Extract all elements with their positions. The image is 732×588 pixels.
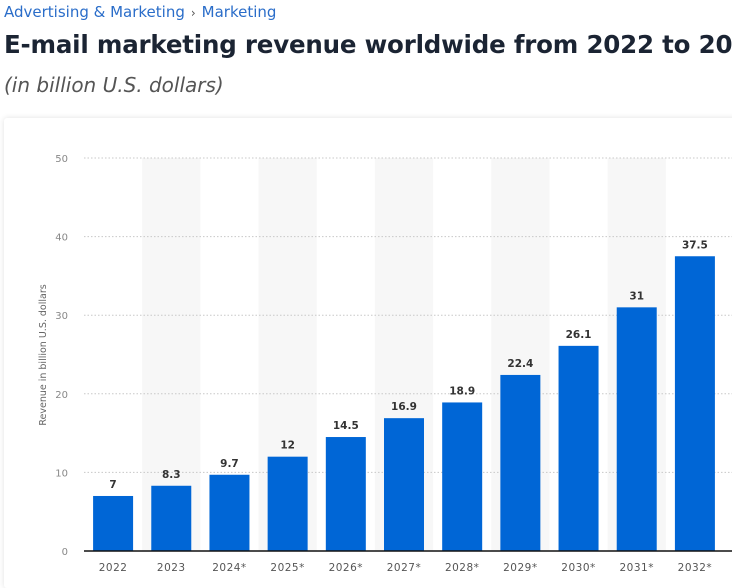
bar	[267, 456, 308, 551]
data-label: 14.5	[333, 420, 359, 432]
x-tick-label: 2022	[99, 562, 128, 574]
data-label: 26.1	[566, 329, 592, 341]
data-label: 7	[109, 479, 116, 491]
x-tick-label: 2023	[157, 562, 186, 574]
bar	[500, 374, 541, 551]
y-tick-label: 30	[55, 311, 68, 322]
category-band	[142, 158, 201, 551]
bar	[384, 418, 424, 551]
bar	[616, 307, 657, 551]
breadcrumb-separator: ›	[190, 6, 196, 20]
y-tick-label: 10	[55, 468, 68, 479]
x-tick-label: 2025*	[270, 562, 304, 574]
x-tick-label: 2032*	[678, 562, 712, 574]
bar	[674, 256, 715, 551]
page-subtitle: (in billion U.S. dollars)	[4, 73, 224, 97]
page-title: E-mail marketing revenue worldwide from …	[4, 30, 732, 59]
breadcrumb-link-marketing[interactable]: Marketing	[201, 3, 277, 21]
data-label: 16.9	[391, 401, 417, 413]
data-label: 22.4	[507, 358, 533, 370]
data-label: 37.5	[682, 239, 708, 251]
x-tick-label: 2030*	[561, 562, 595, 574]
bar	[558, 345, 599, 551]
x-tick-label: 2028*	[445, 562, 479, 574]
y-tick-label: 40	[55, 233, 68, 244]
data-label: 8.3	[162, 469, 181, 481]
bar	[325, 437, 366, 551]
x-tick-label: 2027*	[387, 562, 421, 574]
x-tick-label: 2024*	[212, 562, 246, 574]
bar	[442, 402, 483, 551]
y-tick-label: 20	[55, 390, 68, 401]
y-axis-label: Revenue in billion U.S. dollars	[38, 284, 49, 425]
data-label: 31	[629, 290, 644, 302]
x-tick-label: 2026*	[329, 562, 363, 574]
data-label: 9.7	[220, 458, 239, 470]
data-label: 18.9	[449, 385, 475, 397]
bar	[93, 495, 134, 551]
y-tick-label: 0	[62, 547, 68, 558]
breadcrumb: Advertising & Marketing › Marketing	[4, 3, 276, 21]
x-tick-label: 2029*	[503, 562, 537, 574]
bar	[151, 485, 192, 551]
breadcrumb-link-advertising[interactable]: Advertising & Marketing	[4, 3, 185, 21]
y-tick-label: 50	[55, 154, 68, 165]
x-tick-label: 2031*	[619, 562, 653, 574]
data-label: 12	[280, 440, 295, 452]
bar	[209, 474, 250, 551]
